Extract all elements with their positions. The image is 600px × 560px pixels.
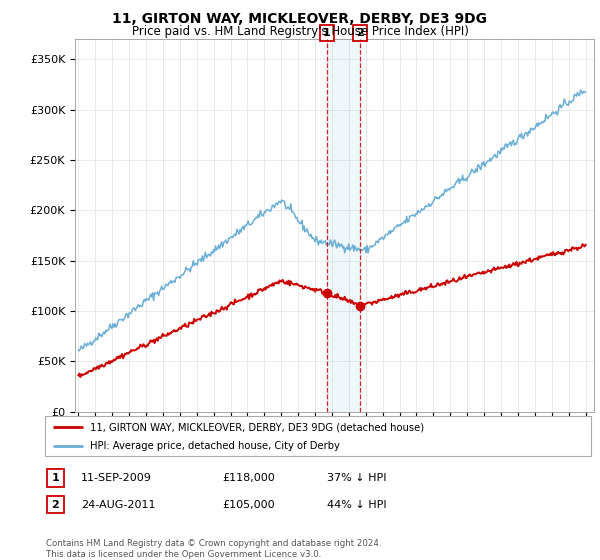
- FancyBboxPatch shape: [47, 496, 64, 514]
- Text: 11, GIRTON WAY, MICKLEOVER, DERBY, DE3 9DG (detached house): 11, GIRTON WAY, MICKLEOVER, DERBY, DE3 9…: [90, 422, 424, 432]
- FancyBboxPatch shape: [45, 416, 591, 456]
- Text: 37% ↓ HPI: 37% ↓ HPI: [327, 473, 386, 483]
- Text: £118,000: £118,000: [222, 473, 275, 483]
- FancyBboxPatch shape: [47, 469, 64, 487]
- Text: 24-AUG-2011: 24-AUG-2011: [81, 500, 155, 510]
- Text: Contains HM Land Registry data © Crown copyright and database right 2024.
This d: Contains HM Land Registry data © Crown c…: [46, 539, 381, 559]
- Text: 11-SEP-2009: 11-SEP-2009: [81, 473, 152, 483]
- Text: 44% ↓ HPI: 44% ↓ HPI: [327, 500, 386, 510]
- Text: 1: 1: [323, 28, 331, 38]
- Text: 11, GIRTON WAY, MICKLEOVER, DERBY, DE3 9DG: 11, GIRTON WAY, MICKLEOVER, DERBY, DE3 9…: [113, 12, 487, 26]
- Text: 2: 2: [356, 28, 364, 38]
- Text: HPI: Average price, detached house, City of Derby: HPI: Average price, detached house, City…: [90, 441, 340, 451]
- Text: £105,000: £105,000: [222, 500, 275, 510]
- Bar: [327, 39, 360, 412]
- Text: Price paid vs. HM Land Registry's House Price Index (HPI): Price paid vs. HM Land Registry's House …: [131, 25, 469, 38]
- Text: 1: 1: [52, 473, 59, 483]
- Text: 2: 2: [52, 500, 59, 510]
